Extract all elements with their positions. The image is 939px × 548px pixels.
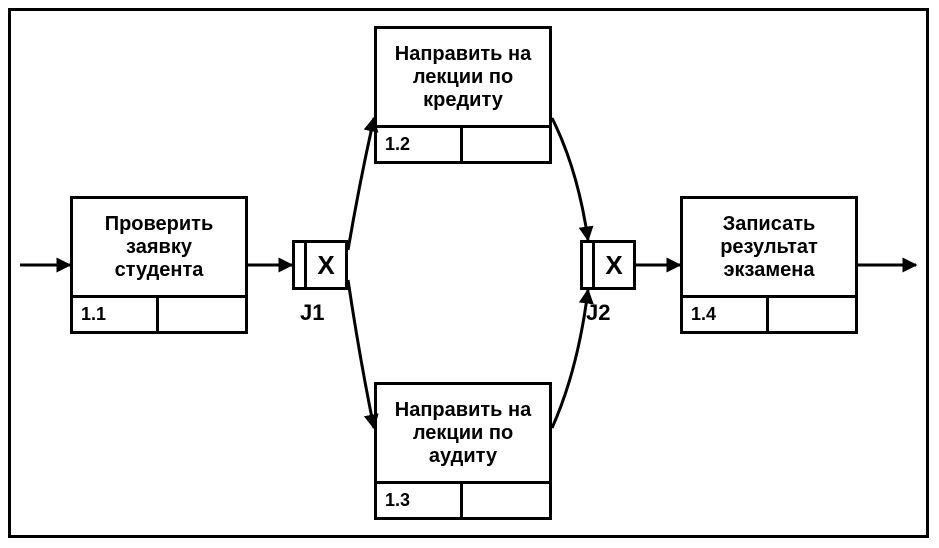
junction-j1: X <box>292 240 348 290</box>
junction-label-j1: J1 <box>300 300 324 326</box>
activity-footer: 1.4 <box>683 295 855 331</box>
activity-number: 1.1 <box>73 298 159 331</box>
diagram-canvas: Проверить заявку студента 1.1 Направить … <box>0 0 939 548</box>
junction-symbol: X <box>307 243 345 287</box>
junction-label-j2: J2 <box>586 300 610 326</box>
activity-footer: 1.1 <box>73 295 245 331</box>
activity-box-1-1: Проверить заявку студента 1.1 <box>70 196 248 334</box>
junction-symbol: X <box>595 243 633 287</box>
activity-box-1-2: Направить на лекции по кредиту 1.2 <box>374 26 552 164</box>
activity-title: Направить на лекции по аудиту <box>377 385 549 481</box>
activity-footer-blank <box>159 298 245 331</box>
activity-title: Направить на лекции по кредиту <box>377 29 549 125</box>
activity-title: Записать результат экзамена <box>683 199 855 295</box>
activity-footer: 1.3 <box>377 481 549 517</box>
junction-bar <box>295 243 307 287</box>
activity-footer-blank <box>463 484 549 517</box>
activity-box-1-3: Направить на лекции по аудиту 1.3 <box>374 382 552 520</box>
activity-footer-blank <box>463 128 549 161</box>
junction-bar <box>583 243 595 287</box>
activity-footer: 1.2 <box>377 125 549 161</box>
activity-number: 1.2 <box>377 128 463 161</box>
activity-number: 1.3 <box>377 484 463 517</box>
activity-title: Проверить заявку студента <box>73 199 245 295</box>
junction-j2: X <box>580 240 636 290</box>
activity-number: 1.4 <box>683 298 769 331</box>
activity-box-1-4: Записать результат экзамена 1.4 <box>680 196 858 334</box>
activity-footer-blank <box>769 298 855 331</box>
